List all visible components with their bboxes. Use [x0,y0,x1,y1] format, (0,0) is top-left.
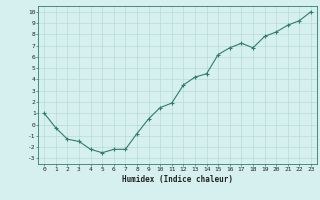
X-axis label: Humidex (Indice chaleur): Humidex (Indice chaleur) [122,175,233,184]
